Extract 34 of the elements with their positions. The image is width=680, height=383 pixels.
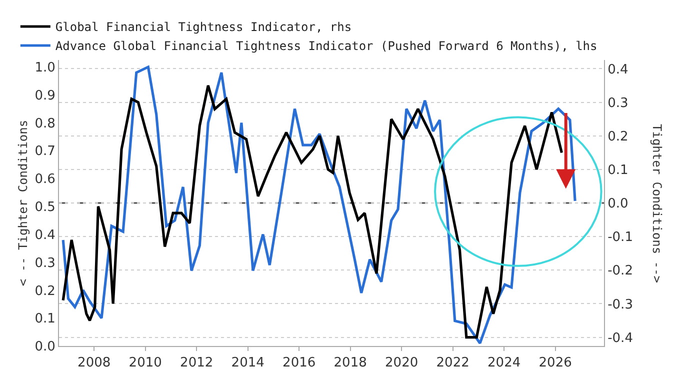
y2-tick-label: -0.4 [608, 330, 633, 346]
legend-label: Advance Global Financial Tightness Indicator (Pushed Forward 6 Months), lhs [55, 39, 598, 54]
x-tick-label: 2024 [488, 356, 521, 371]
x-tick-label: 2016 [282, 356, 316, 371]
y-tick-label: 0.6 [34, 172, 56, 188]
y-tick-label: 1.0 [34, 60, 56, 76]
y-tick-label: 0.1 [34, 312, 56, 327]
y2-tick-label: -0.3 [608, 297, 633, 312]
y-tick-label: 0.9 [34, 88, 56, 104]
x-tick-label: 2008 [78, 356, 111, 371]
x-tick-label: 2026 [538, 356, 572, 371]
y2-tick-label: 0.1 [608, 162, 628, 178]
y2-tick-label: -0.2 [608, 264, 633, 279]
y2-tick-label: 0.4 [608, 62, 628, 78]
y-tick-label: 0.4 [34, 228, 56, 243]
x-tick-label: 2014 [231, 356, 264, 371]
y2-tick-label: -0.1 [608, 230, 633, 246]
x-tick-label: 2022 [436, 356, 470, 371]
x-tick-label: 2012 [180, 356, 214, 371]
y2-tick-label: 0.2 [608, 129, 628, 144]
x-tick-label: 2010 [128, 356, 162, 371]
y-tick-label: 0.5 [34, 200, 56, 216]
y-tick-label: 0.0 [34, 340, 56, 355]
x-tick-label: 2018 [334, 356, 367, 371]
y-axis-title: < -- Tighter Conditions [16, 120, 30, 286]
y-tick-label: 0.7 [34, 144, 56, 160]
y2-axis-title: Tighter Conditions --> [650, 124, 664, 283]
y-tick-label: 0.2 [34, 284, 56, 299]
y-tick-label: 0.3 [34, 256, 56, 271]
legend-label: Global Financial Tightness Indicator, rhs [55, 20, 352, 34]
y-tick-label: 0.8 [34, 116, 56, 132]
x-tick-label: 2020 [385, 356, 418, 371]
y2-tick-label: 0.3 [608, 96, 628, 111]
y2-tick-label: 0.0 [608, 196, 628, 212]
